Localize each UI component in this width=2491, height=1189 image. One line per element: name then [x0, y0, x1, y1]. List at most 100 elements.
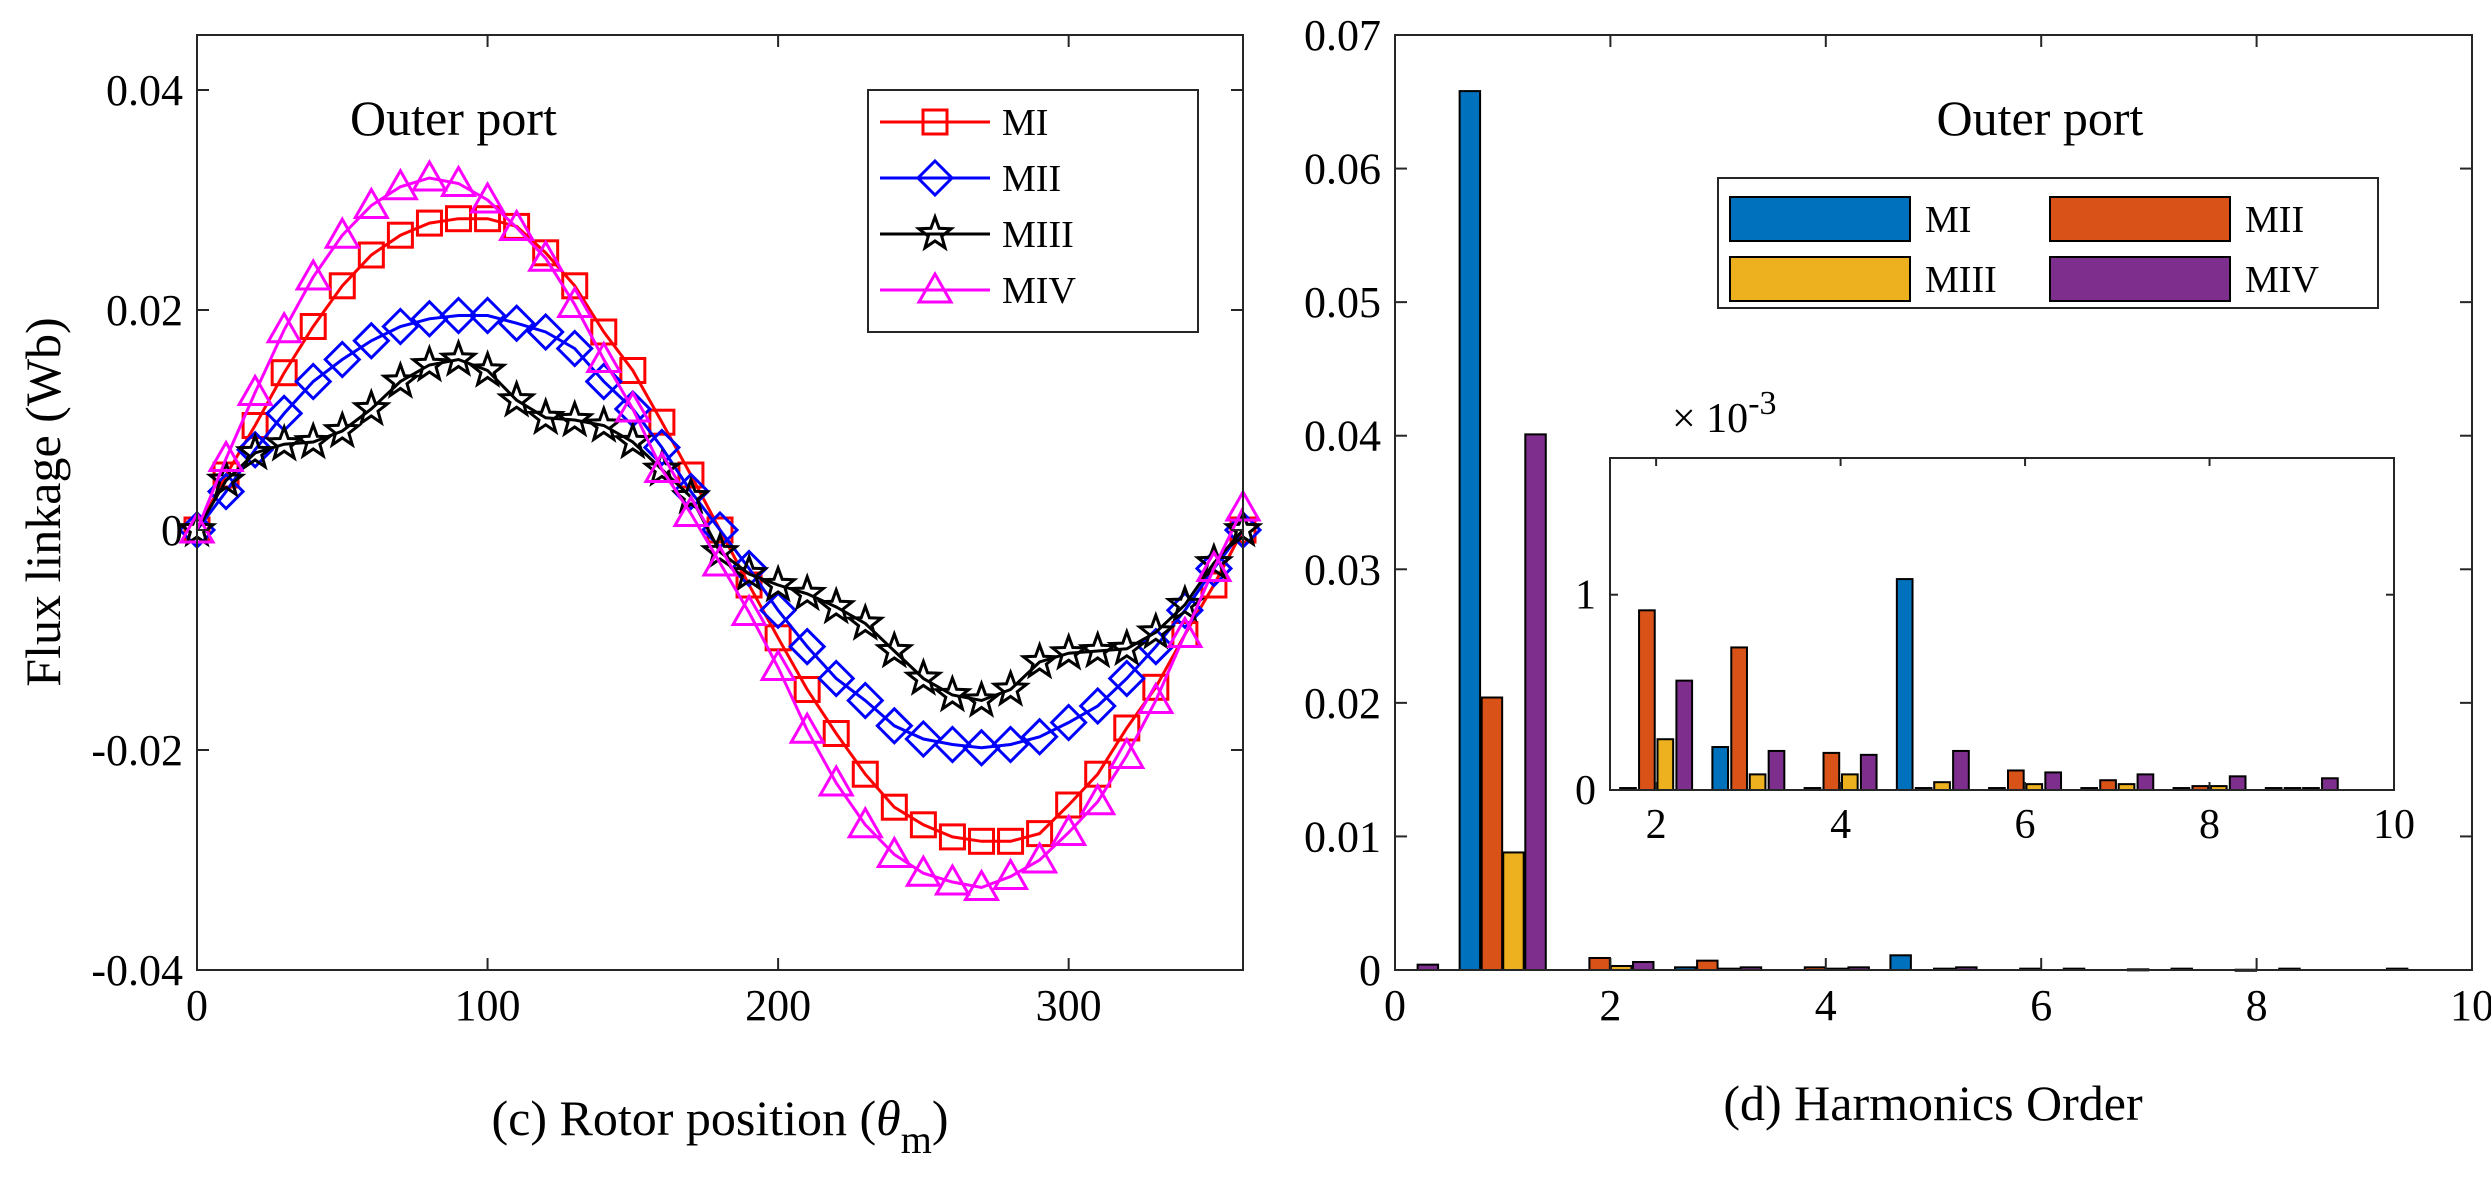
data-point-miii [292, 420, 334, 460]
inset-bar-mii [1822, 751, 1841, 791]
data-point-miii [1135, 610, 1177, 650]
data-point-mi [909, 811, 937, 839]
inset-bar-miv [1859, 753, 1878, 791]
series-mii [177, 296, 1263, 767]
data-point-mi [822, 720, 850, 747]
data-point-miv [323, 216, 361, 249]
data-point-mi [474, 205, 502, 233]
chart-d-xlabel: (d) Harmonics Order [1723, 1075, 2143, 1131]
data-point-miii [234, 431, 276, 471]
data-point-mii [846, 681, 885, 720]
inset-bar-miv [1675, 679, 1694, 792]
data-point-miv [672, 494, 710, 527]
x-tick-label-inset: 4 [1830, 802, 1851, 848]
data-point-mii [933, 725, 972, 764]
data-point-miii [699, 530, 741, 570]
inset-bar-miv [2136, 773, 2155, 791]
x-tick-label-d: 4 [1815, 981, 1837, 1030]
data-point-miv [236, 373, 274, 406]
data-point-miii [467, 349, 508, 388]
data-point-miv [1137, 681, 1175, 714]
data-point-miv [527, 239, 565, 272]
data-point-miv [410, 158, 449, 192]
data-point-mii [584, 362, 623, 401]
xlabel-subscript: m [901, 1117, 932, 1162]
data-point-mii [991, 725, 1030, 764]
data-point-miii [990, 668, 1031, 707]
data-point-miv [1108, 736, 1146, 769]
data-point-miii [205, 459, 247, 498]
inset-bar-mi [1895, 578, 1914, 791]
data-point-mi [445, 205, 472, 233]
xlabel-theta: θ [876, 1090, 901, 1146]
legend-d-swatch [2049, 256, 2231, 302]
series-line-mii [195, 314, 1245, 750]
data-point-miii [670, 475, 712, 515]
data-point-mii [468, 296, 507, 335]
data-point-miv [788, 711, 826, 744]
data-point-mi [793, 676, 821, 703]
bar-miii [1502, 851, 1525, 972]
series-miii [176, 338, 1264, 718]
data-point-mii [555, 329, 594, 368]
data-point-miv [701, 543, 739, 577]
series-line-miv [195, 176, 1245, 890]
legend-c-label: MI [1002, 102, 1048, 144]
x-tick-label-c: 300 [1036, 981, 1102, 1030]
xlabel-prefix: (c) Rotor position ( [491, 1090, 876, 1146]
legend-d-label: MII [2245, 199, 2304, 241]
y-tick-label-c: 0.02 [106, 286, 183, 335]
y-tick-label-d: 0.02 [1304, 679, 1381, 728]
inset-bar-miii [1656, 738, 1675, 791]
inset-background [1610, 458, 2394, 790]
bar-mii [1696, 959, 1719, 972]
data-point-miv [1195, 549, 1233, 582]
data-point-mi [968, 827, 995, 855]
legend-c-marker [921, 108, 949, 136]
legend-d-swatch [1729, 256, 1911, 302]
inset-exponent-power: -3 [1748, 385, 1776, 422]
data-point-miv [643, 450, 681, 483]
data-point-miii [321, 409, 363, 449]
y-tick-label-d: 0.07 [1304, 11, 1381, 60]
data-point-miii [1019, 640, 1060, 680]
x-tick-label-d: 0 [1384, 981, 1406, 1030]
data-point-mi [938, 823, 966, 851]
data-point-mii [962, 728, 1001, 767]
bar-mi [1889, 954, 1912, 971]
y-tick-label-inset: 1 [1575, 573, 1596, 619]
legend-d-swatch [2049, 196, 2231, 242]
bar-miv [1632, 960, 1655, 972]
data-point-miii [757, 563, 799, 603]
axes-frame-d [1394, 34, 2473, 971]
data-point-miv [1021, 840, 1059, 874]
y-tick-label-d: 0.01 [1304, 812, 1381, 861]
data-point-miii [351, 387, 392, 427]
data-point-miv [759, 648, 797, 681]
data-point-mi [851, 760, 879, 788]
bar-mii [1588, 956, 1611, 972]
data-point-miv [991, 857, 1030, 890]
x-tick-label-inset: 8 [2199, 802, 2220, 848]
x-tick-label-d: 8 [2246, 981, 2268, 1030]
data-point-mii [497, 304, 536, 343]
data-point-mii [410, 299, 449, 338]
data-point-miv [207, 439, 245, 472]
data-point-mi [415, 209, 443, 237]
inset-bar-miv [1767, 749, 1786, 791]
bar-mii [1480, 696, 1504, 971]
data-point-mii [788, 627, 827, 666]
data-point-miv [468, 180, 507, 214]
inset-frame [1609, 457, 2395, 791]
chart-c-title: Outer port [350, 90, 557, 146]
x-tick-label-inset: 6 [2015, 802, 2036, 848]
data-point-mii [235, 430, 275, 469]
data-point-miii [1106, 627, 1148, 667]
legend-c-marker [914, 212, 956, 252]
data-point-mii [294, 362, 333, 401]
chart-c-ylabel: Flux linkage (Wb) [15, 317, 71, 686]
inset-exponent-prefix: × 10 [1672, 396, 1748, 442]
inset-bar-mii [2006, 769, 2025, 791]
